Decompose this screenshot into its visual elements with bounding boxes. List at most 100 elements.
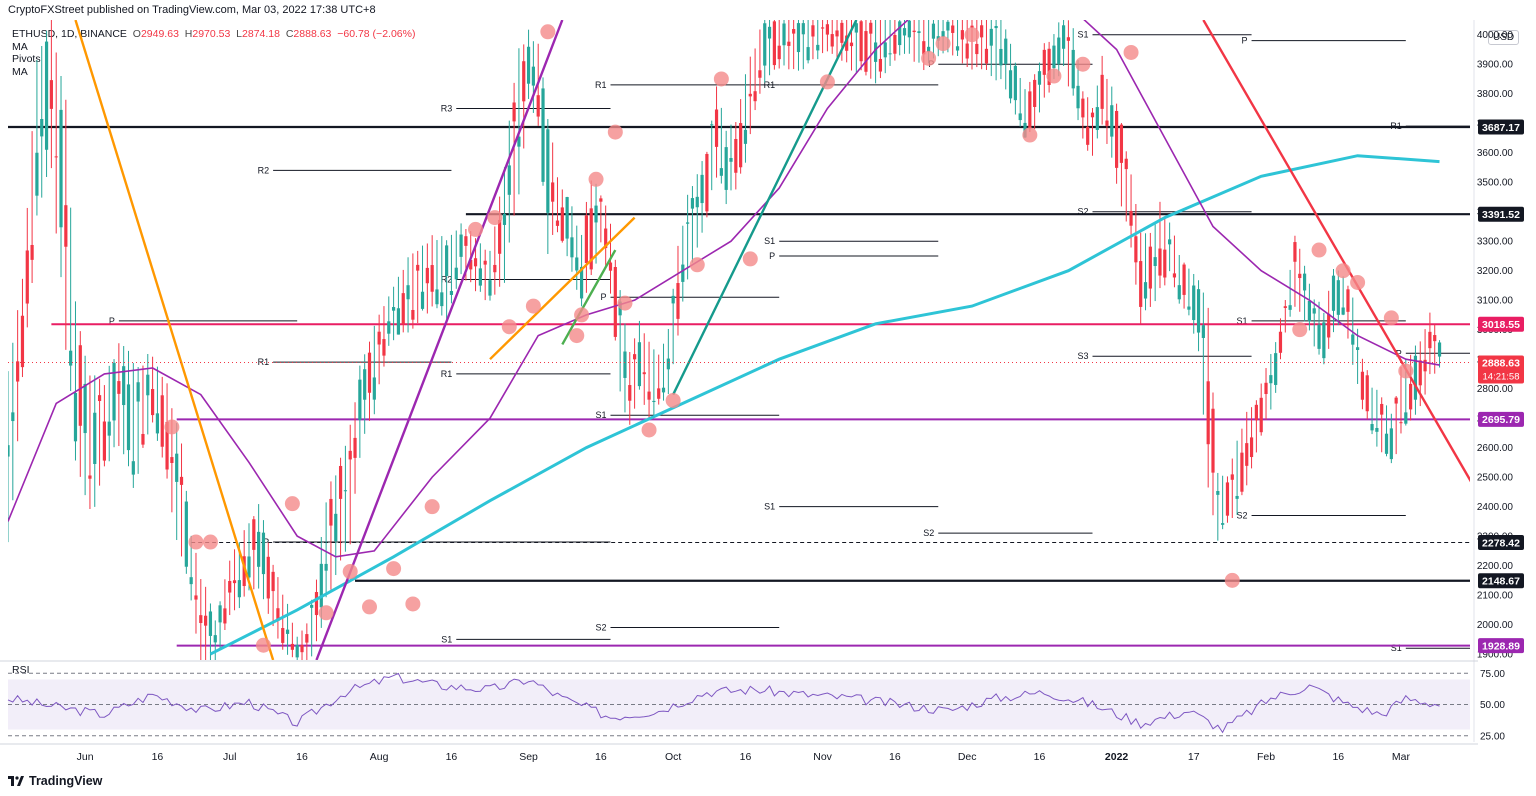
indicator-pivots[interactable]: Pivots bbox=[12, 53, 41, 65]
time-tick-label: Oct bbox=[665, 751, 681, 763]
low-value: 2874.18 bbox=[242, 28, 280, 40]
candle-body bbox=[498, 219, 502, 254]
candle-body bbox=[883, 42, 887, 58]
highlight-circle bbox=[405, 596, 421, 612]
candle-body bbox=[820, 27, 825, 29]
time-tick-label: Jun bbox=[77, 751, 94, 763]
pivot-label-14: S1 bbox=[764, 236, 775, 246]
candle-body bbox=[946, 21, 950, 31]
candle-body bbox=[1375, 427, 1379, 432]
candle-body bbox=[131, 461, 135, 475]
candle-body bbox=[107, 421, 111, 436]
candle-body bbox=[772, 21, 776, 66]
highlight-circle bbox=[617, 295, 633, 311]
candle-body bbox=[1317, 324, 1321, 349]
candle-body bbox=[1037, 71, 1042, 85]
candle-body bbox=[1221, 523, 1225, 525]
candle-body bbox=[237, 580, 241, 598]
candle-body bbox=[902, 28, 907, 36]
candle-body bbox=[1153, 257, 1157, 267]
pivot-label-20: S3 bbox=[1077, 351, 1088, 361]
candle-body bbox=[541, 88, 545, 182]
candle-body bbox=[825, 24, 829, 35]
candle-body bbox=[584, 215, 588, 264]
highlight-circle bbox=[318, 605, 334, 621]
pivot-label-2: R2 bbox=[258, 165, 270, 175]
highlight-circle bbox=[1022, 127, 1038, 143]
change-value: −60.78 (−2.06%) bbox=[337, 28, 416, 40]
time-tick-label: Nov bbox=[813, 751, 832, 763]
tradingview-logo-icon bbox=[8, 775, 24, 786]
candle-body bbox=[1008, 70, 1013, 99]
trendline-4 bbox=[489, 216, 636, 361]
candle-body bbox=[1249, 437, 1254, 458]
candle-body bbox=[440, 292, 444, 307]
candle-body bbox=[661, 387, 666, 393]
highlight-circle bbox=[468, 221, 484, 237]
tradingview-logo[interactable]: TradingView bbox=[8, 774, 102, 788]
low-label: L bbox=[236, 28, 243, 40]
candle-body bbox=[1196, 289, 1201, 333]
candle-body bbox=[637, 342, 642, 387]
candle-body bbox=[35, 152, 39, 196]
candle-body bbox=[1110, 105, 1114, 137]
close-value: 2888.63 bbox=[293, 28, 332, 40]
candle-body bbox=[189, 577, 193, 585]
key-level-badge bbox=[1478, 316, 1524, 332]
candle-body bbox=[811, 25, 815, 37]
candle-body bbox=[1047, 48, 1051, 85]
price-tick-label: 3100.00 bbox=[1477, 296, 1514, 307]
symbol-label[interactable]: ETHUSD, 1D, BINANCE bbox=[12, 28, 127, 40]
key-level-badge bbox=[1478, 638, 1524, 654]
candle-body bbox=[1139, 261, 1143, 307]
key-level-value: 2148.67 bbox=[1482, 576, 1520, 588]
candle-body bbox=[555, 220, 560, 226]
candle-body bbox=[223, 608, 227, 624]
open-label: O bbox=[132, 28, 141, 40]
candle-body bbox=[599, 198, 603, 202]
candle-body bbox=[319, 563, 323, 608]
currency-badge[interactable]: USD bbox=[1488, 30, 1520, 45]
time-tick-label: 16 bbox=[740, 751, 752, 763]
time-tick-label: Aug bbox=[370, 751, 389, 763]
highlight-circle bbox=[525, 298, 541, 314]
highlight-circle bbox=[1350, 274, 1366, 290]
moving-average-ma200 bbox=[209, 154, 1440, 656]
candle-body bbox=[392, 307, 396, 311]
key-level-value: 1928.89 bbox=[1482, 640, 1520, 652]
candle-body bbox=[864, 31, 868, 72]
candle-body bbox=[874, 42, 878, 62]
candle-body bbox=[984, 48, 989, 64]
candle-body bbox=[261, 532, 266, 575]
high-value: 2970.53 bbox=[192, 28, 231, 40]
candle-body bbox=[30, 244, 34, 260]
moving-average-ma55 bbox=[8, 20, 1440, 558]
indicator-ma-1[interactable]: MA bbox=[12, 40, 28, 53]
candle-body bbox=[502, 213, 507, 225]
candle-body bbox=[160, 395, 164, 447]
candle-body bbox=[970, 25, 974, 28]
candle-body bbox=[1235, 495, 1239, 499]
candle-body bbox=[1187, 306, 1191, 310]
pivot-label-23: S2 bbox=[1237, 510, 1248, 520]
candle-body bbox=[363, 369, 367, 400]
highlight-circle bbox=[342, 564, 358, 580]
highlight-circle bbox=[607, 124, 623, 140]
time-tick-label: Sep bbox=[519, 751, 538, 763]
indicator-ma-2[interactable]: MA bbox=[12, 65, 28, 78]
highlight-circle bbox=[362, 599, 377, 615]
candle-body bbox=[40, 119, 44, 137]
key-level-badge bbox=[1478, 411, 1524, 427]
pivot-label-19: S2 bbox=[1077, 207, 1088, 217]
candle-body bbox=[242, 556, 246, 587]
candle-body bbox=[1163, 249, 1167, 278]
candle-body bbox=[907, 20, 911, 38]
pivot-label-22: S1 bbox=[1237, 316, 1248, 326]
candle-body bbox=[1201, 325, 1205, 338]
highlight-circle bbox=[935, 36, 951, 52]
candle-body bbox=[1206, 381, 1210, 445]
candle-body bbox=[816, 44, 820, 51]
pivot-label-6: S1 bbox=[441, 634, 452, 644]
candle-body bbox=[449, 290, 454, 295]
